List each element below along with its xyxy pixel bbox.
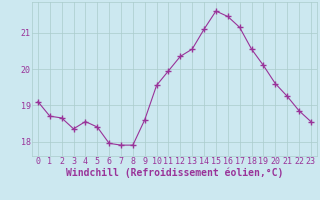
X-axis label: Windchill (Refroidissement éolien,°C): Windchill (Refroidissement éolien,°C) (66, 167, 283, 178)
